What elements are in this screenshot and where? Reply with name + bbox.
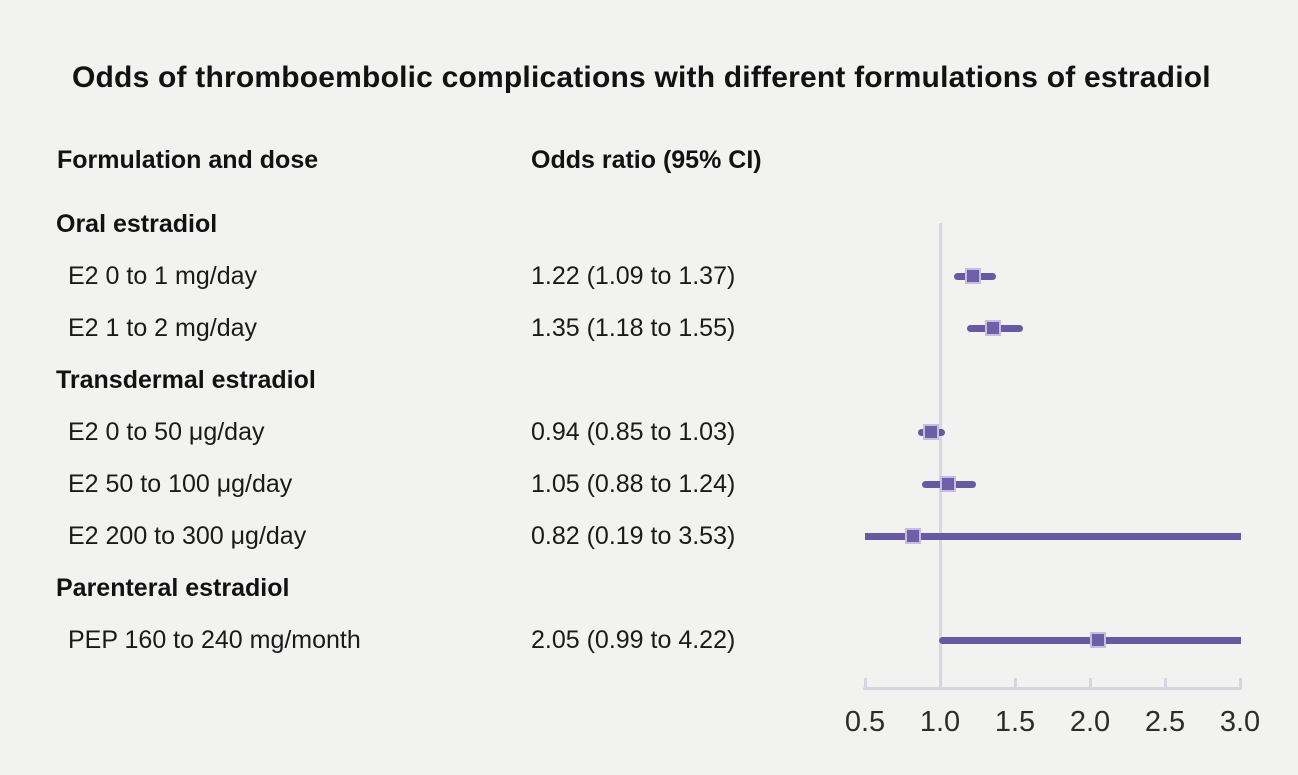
point-estimate-marker (1089, 632, 1106, 648)
row-value: 1.35 (1.18 to 1.55) (531, 314, 736, 342)
row-label-group: Oral estradiol (56, 210, 218, 238)
row-value: 2.05 (0.99 to 4.22) (531, 626, 736, 654)
row-label-item: E2 0 to 50 μg/day (68, 418, 265, 446)
x-tick-label: 2.0 (1069, 706, 1111, 738)
x-axis-tick (938, 678, 942, 687)
x-axis-tick (863, 678, 867, 687)
row-value: 1.05 (0.88 to 1.24) (531, 470, 736, 498)
row-label-item: E2 50 to 100 μg/day (68, 470, 293, 498)
row-label-group: Transdermal estradiol (56, 366, 316, 394)
x-tick-label: 1.5 (994, 706, 1036, 738)
point-estimate-marker (965, 268, 981, 284)
column-header-odds-ratio: Odds ratio (95% CI) (531, 146, 762, 174)
row-label-item: E2 1 to 2 mg/day (68, 314, 258, 342)
x-tick-label: 0.5 (844, 706, 886, 738)
column-header-formulation: Formulation and dose (57, 146, 319, 174)
x-tick-label: 3.0 (1219, 706, 1261, 738)
row-label-item: PEP 160 to 240 mg/month (68, 626, 361, 654)
figure-title: Odds of thromboembolic complications wit… (72, 61, 1211, 94)
row-label-item: E2 0 to 1 mg/day (68, 262, 258, 290)
row-value: 0.94 (0.85 to 1.03) (531, 418, 736, 446)
point-estimate-marker (905, 528, 921, 544)
row-value: 1.22 (1.09 to 1.37) (531, 262, 736, 290)
x-tick-label: 2.5 (1144, 706, 1186, 738)
x-axis-line (863, 687, 1242, 690)
point-estimate-marker (939, 476, 956, 492)
row-label-group: Parenteral estradiol (56, 574, 290, 602)
row-label-item: E2 200 to 300 μg/day (68, 522, 307, 550)
x-tick-label: 1.0 (919, 706, 961, 738)
x-axis-tick (1238, 678, 1242, 687)
x-axis-tick (1013, 678, 1017, 687)
reference-line (938, 223, 942, 690)
ci-line (865, 532, 1241, 540)
x-axis-tick (1163, 678, 1167, 687)
point-estimate-marker (923, 424, 939, 440)
x-axis-tick (1088, 678, 1092, 687)
point-estimate-marker (984, 320, 1001, 336)
row-value: 0.82 (0.19 to 3.53) (531, 522, 736, 550)
